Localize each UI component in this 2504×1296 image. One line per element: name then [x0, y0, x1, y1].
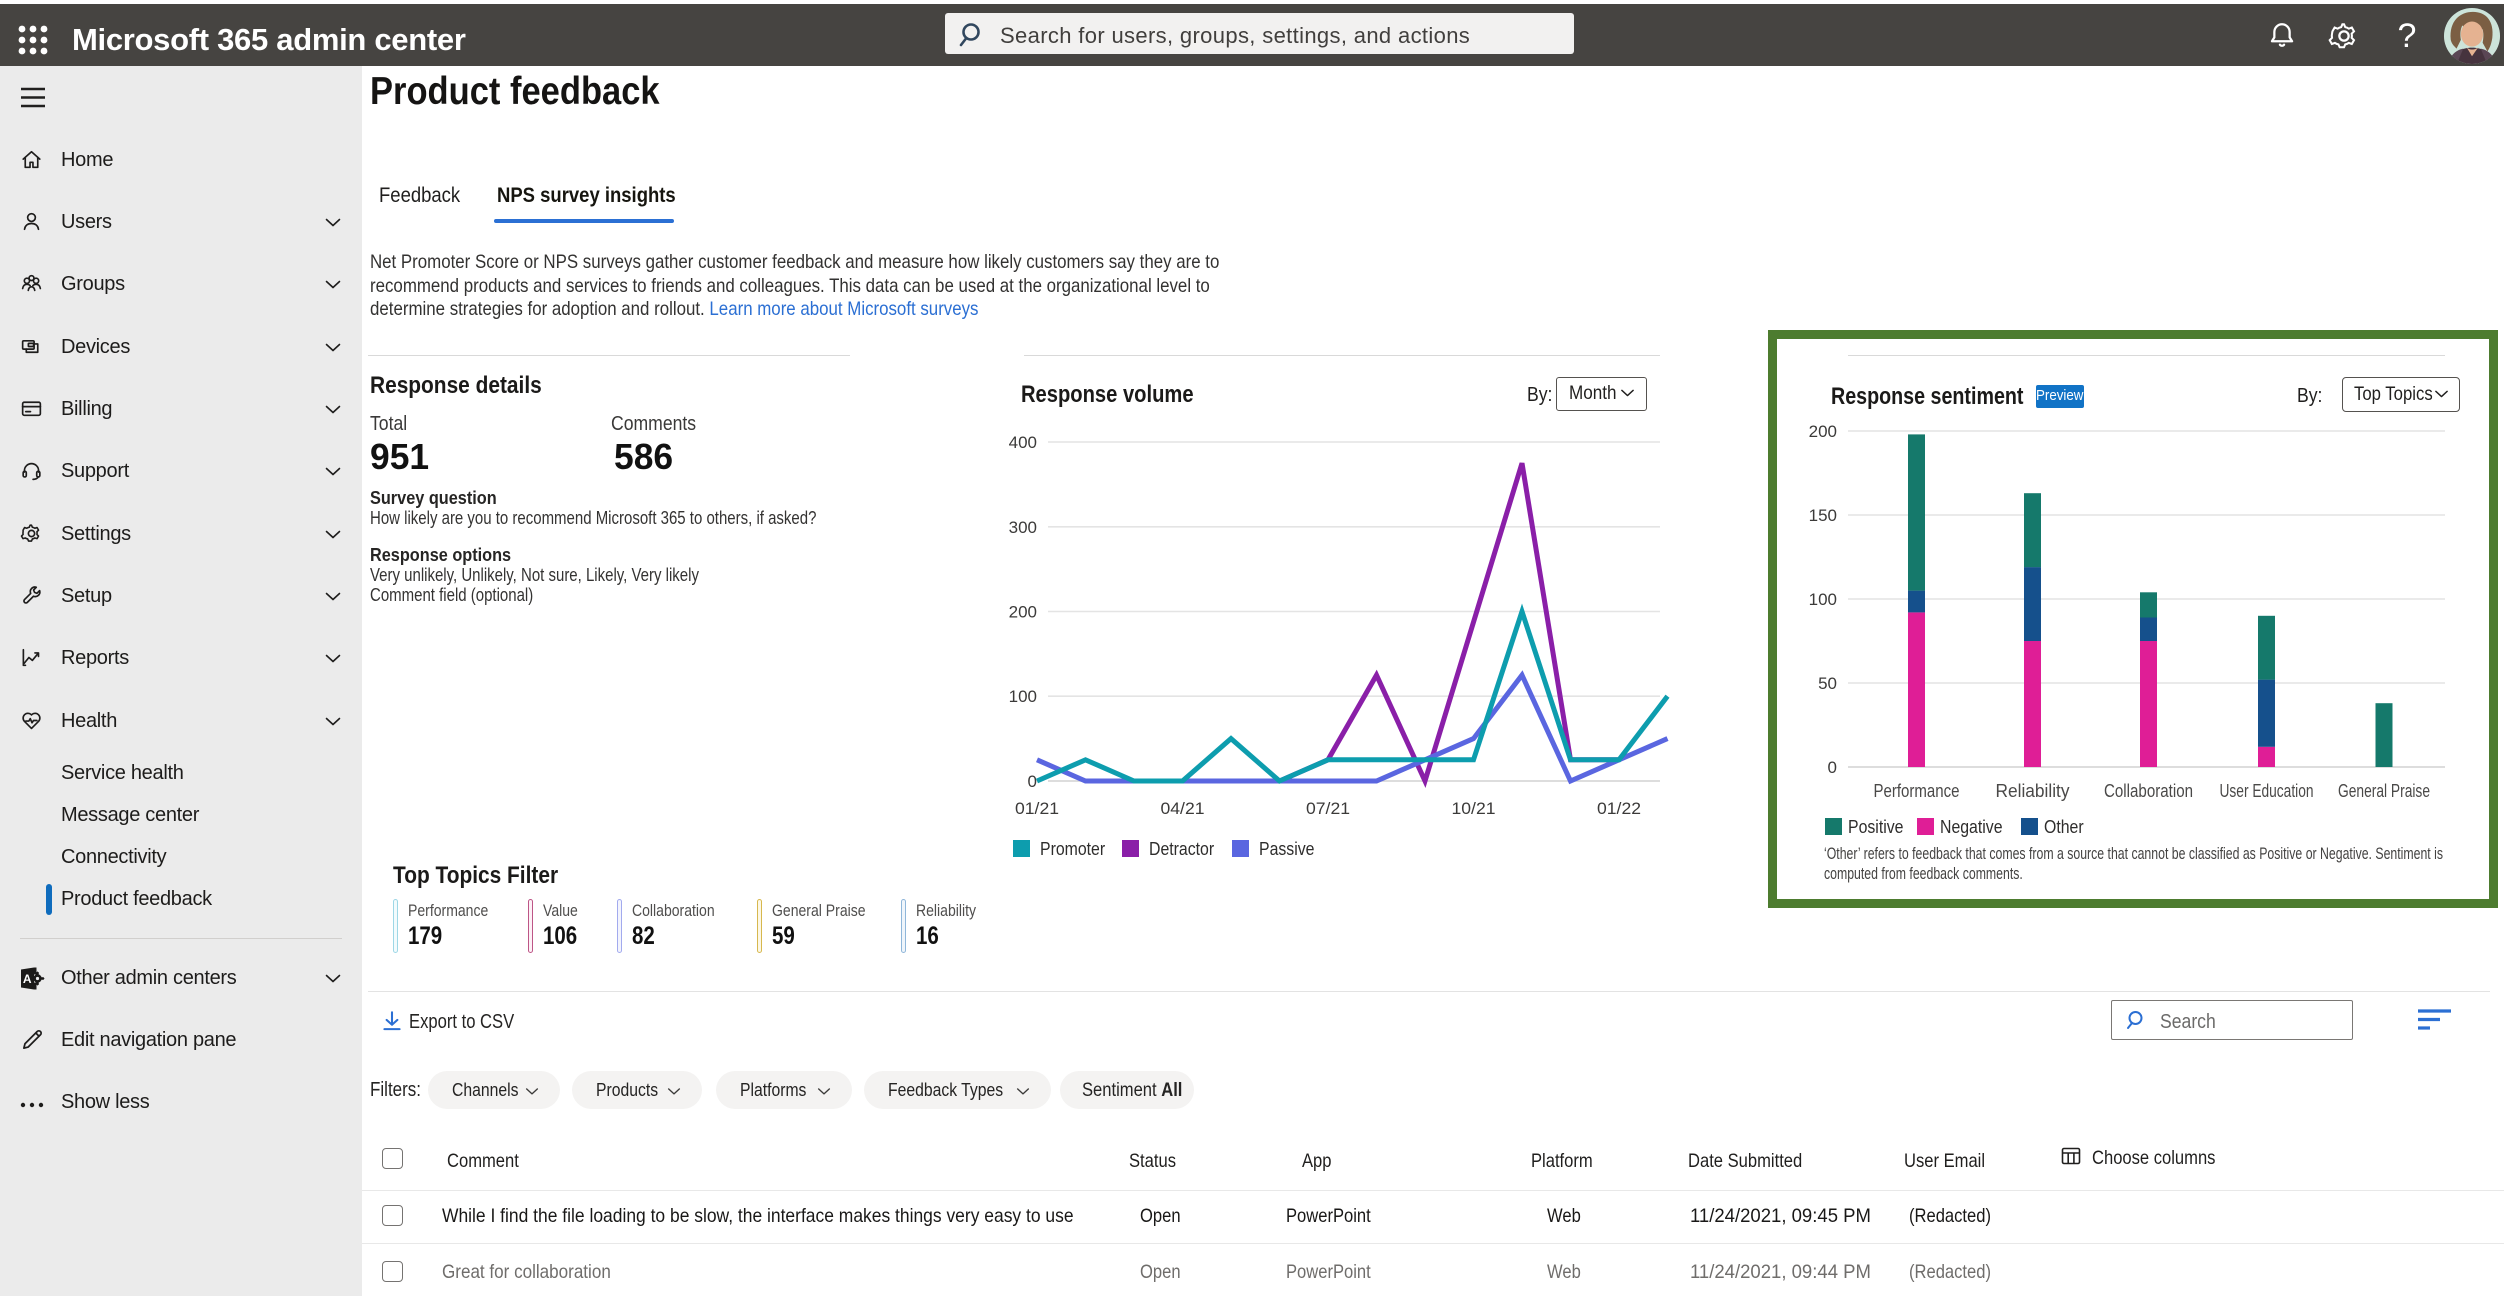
svg-text:?: ?	[2398, 17, 2417, 55]
svg-text:300: 300	[1009, 518, 1037, 537]
svg-text:07/21: 07/21	[1306, 799, 1350, 818]
svg-text:10/21: 10/21	[1452, 799, 1496, 818]
svg-text:Collaboration: Collaboration	[2104, 781, 2193, 801]
svg-text:04/21: 04/21	[1161, 799, 1205, 818]
svg-text:400: 400	[1009, 433, 1037, 452]
svg-text:01/22: 01/22	[1597, 799, 1641, 818]
svg-text:50: 50	[1818, 674, 1837, 693]
svg-text:200: 200	[1809, 422, 1837, 441]
svg-text:01/21: 01/21	[1015, 799, 1059, 818]
svg-text:0: 0	[1028, 772, 1037, 791]
svg-text:User Education: User Education	[2220, 781, 2314, 801]
svg-text:200: 200	[1009, 603, 1037, 622]
svg-text:150: 150	[1809, 506, 1837, 525]
svg-text:General Praise: General Praise	[2338, 781, 2430, 801]
svg-text:A: A	[23, 972, 32, 986]
svg-text:0: 0	[1828, 758, 1837, 777]
svg-text:100: 100	[1009, 687, 1037, 706]
svg-text:Performance: Performance	[1874, 781, 1960, 801]
svg-text:Reliability: Reliability	[1996, 781, 2070, 801]
svg-text:100: 100	[1809, 590, 1837, 609]
